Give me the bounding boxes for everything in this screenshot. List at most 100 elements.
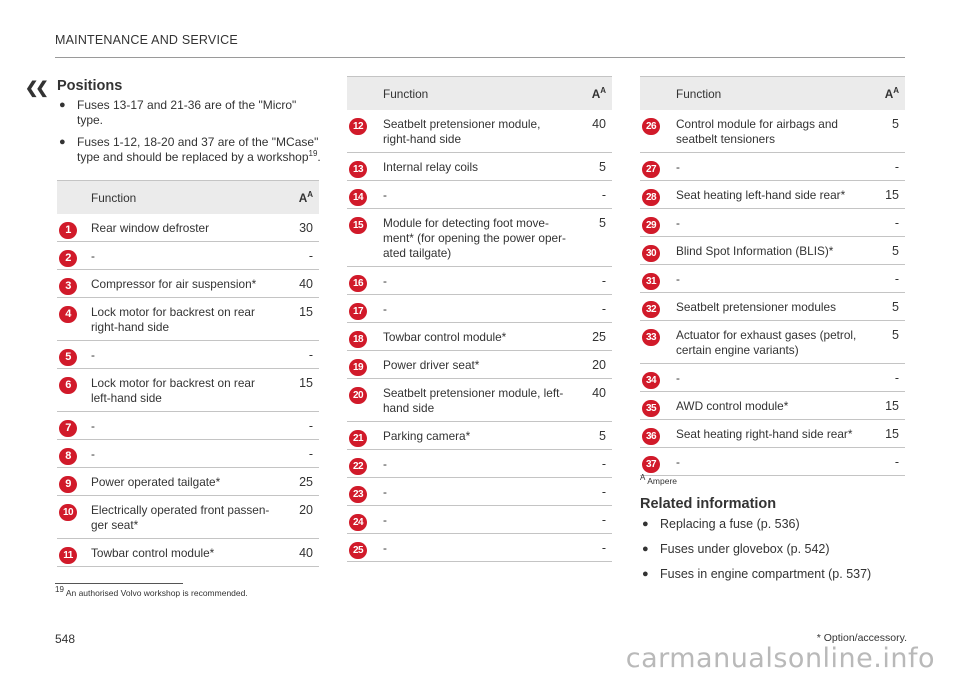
fuse-amperage: 5 [865, 236, 905, 265]
table-row: 7-- [57, 411, 319, 440]
bullet-icon: ● [59, 136, 66, 148]
fuse-number-badge: 24 [349, 514, 367, 531]
fuse-function: Seatbelt pretensioner module, right-hand… [379, 110, 572, 153]
table-row: 8-- [57, 439, 319, 468]
table-header-amp: AA [279, 180, 319, 214]
fuse-number: 7 [57, 411, 87, 440]
fuse-number-badge: 31 [642, 273, 660, 290]
fuse-table-1: Function AA 1 Rear window defroster 30 2- -3… [57, 180, 319, 567]
fuse-number-badge: 21 [349, 430, 367, 447]
fuse-function: Blind Spot Information (BLIS)* [672, 236, 865, 265]
fuse-number-badge: 3 [59, 278, 77, 295]
fuse-number: 11 [57, 538, 87, 567]
fuse-amperage: - [279, 411, 319, 440]
footnote-ref[interactable]: 19 [308, 149, 318, 158]
table-row: 12 Seatbelt pretensioner module, right-ha… [347, 110, 612, 153]
fuse-amperage: 5 [572, 421, 612, 450]
fuse-amperage: 15 [279, 297, 319, 341]
fuse-number: 30 [640, 236, 672, 265]
fuse-number: 15 [347, 208, 379, 267]
fuse-function: Power operated tailgate* [87, 467, 279, 496]
fuse-amperage: 25 [279, 467, 319, 496]
fuse-function: Internal relay coils [379, 152, 572, 181]
fuse-number: 29 [640, 208, 672, 237]
fuse-function: Lock motor for backrest on rear right-ha… [87, 297, 279, 341]
fuse-amperage: 5 [572, 152, 612, 181]
fuse-number: 12 [347, 110, 379, 153]
fuse-number: 9 [57, 467, 87, 496]
table-row: 23- - [347, 477, 612, 506]
fuse-amperage: 15 [865, 391, 905, 420]
fuse-amperage: 40 [279, 269, 319, 298]
fuse-amperage: 30 [279, 214, 319, 242]
fuse-amperage: - [572, 266, 612, 295]
fuse-amperage: - [865, 152, 905, 181]
fuse-number: 32 [640, 292, 672, 321]
related-heading: Related information [640, 496, 777, 512]
fuse-function: - [672, 363, 865, 392]
fuse-amperage: 5 [865, 320, 905, 364]
table-row: 35 AWD control module* 15 [640, 391, 905, 420]
table-header-blank [347, 76, 379, 110]
workshop-footnote: 19 An authorised Volvo workshop is recom… [55, 585, 248, 598]
fuse-amperage: 5 [572, 208, 612, 267]
bullet-icon: ● [642, 543, 649, 555]
table-row: 10 Electrically operated front passen-ger… [57, 495, 319, 539]
fuse-function: - [379, 505, 572, 534]
fuse-number-badge: 11 [59, 547, 77, 564]
table-row: 16- - [347, 266, 612, 295]
back-chevron-icon[interactable]: ❮❮ [25, 80, 49, 97]
table-row: 15 Module for detecting foot move-ment* (… [347, 208, 612, 267]
related-link[interactable]: ● Fuses in engine compartment (p. 537) [642, 567, 872, 581]
table-row: 21 Parking camera* 5 [347, 421, 612, 450]
fuse-number: 4 [57, 297, 87, 341]
fuse-amperage: 5 [865, 292, 905, 321]
fuse-number-badge: 9 [59, 476, 77, 493]
fuse-function: Seatbelt pretensioner modules [672, 292, 865, 321]
fuse-number: 34 [640, 363, 672, 392]
table-row: 11 Towbar control module* 40 [57, 538, 319, 567]
related-link[interactable]: ● Replacing a fuse (p. 536) [642, 517, 800, 531]
fuse-number: 36 [640, 419, 672, 448]
bullet-text: Fuses 13-17 and 21-36 are of the "Micro"… [77, 98, 297, 127]
fuse-number-badge: 17 [349, 303, 367, 320]
fuse-amperage: - [572, 294, 612, 323]
table-row: 24- - [347, 505, 612, 534]
table-row: 25- - [347, 533, 612, 562]
fuse-number: 2 [57, 241, 87, 270]
table-row: 29- - [640, 208, 905, 237]
table-row: 27- - [640, 152, 905, 181]
positions-bullets: ● Fuses 13-17 and 21-36 are of the "Micr… [57, 98, 322, 172]
related-link[interactable]: ● Fuses under glovebox (p. 542) [642, 542, 830, 556]
fuse-function: Rear window defroster [87, 214, 279, 242]
fuse-number-badge: 20 [349, 387, 367, 404]
fuse-number-badge: 12 [349, 118, 367, 135]
fuse-number: 8 [57, 439, 87, 468]
table-header-function: Function [87, 180, 279, 214]
fuse-function: - [379, 477, 572, 506]
fuse-table-3: Function AA 26 Control module for airbags… [640, 76, 905, 476]
fuse-amperage: 15 [865, 419, 905, 448]
fuse-function: Electrically operated front passen-ger s… [87, 495, 279, 539]
fuse-amperage: - [572, 180, 612, 209]
fuse-number-badge: 23 [349, 486, 367, 503]
fuse-number-badge: 10 [59, 504, 77, 521]
table-header-function: Function [379, 76, 572, 110]
fuse-number: 33 [640, 320, 672, 364]
bullet-icon: ● [642, 518, 649, 530]
fuse-amperage: 40 [279, 538, 319, 567]
fuse-amperage: 25 [572, 322, 612, 351]
header-divider [55, 57, 905, 58]
fuse-number-badge: 32 [642, 301, 660, 318]
table-row: 6 Lock motor for backrest on rear left-ha… [57, 368, 319, 412]
fuse-function: Actuator for exhaust gases (petrol, cert… [672, 320, 865, 364]
table-header-blank [640, 76, 672, 110]
table-row: 37- - [640, 447, 905, 476]
fuse-amperage: 40 [572, 378, 612, 422]
table-row: 13 Internal relay coils 5 [347, 152, 612, 181]
fuse-function: - [379, 266, 572, 295]
fuse-function: - [87, 439, 279, 468]
fuse-number-badge: 25 [349, 542, 367, 559]
fuse-amperage: - [572, 477, 612, 506]
fuse-number: 37 [640, 447, 672, 476]
